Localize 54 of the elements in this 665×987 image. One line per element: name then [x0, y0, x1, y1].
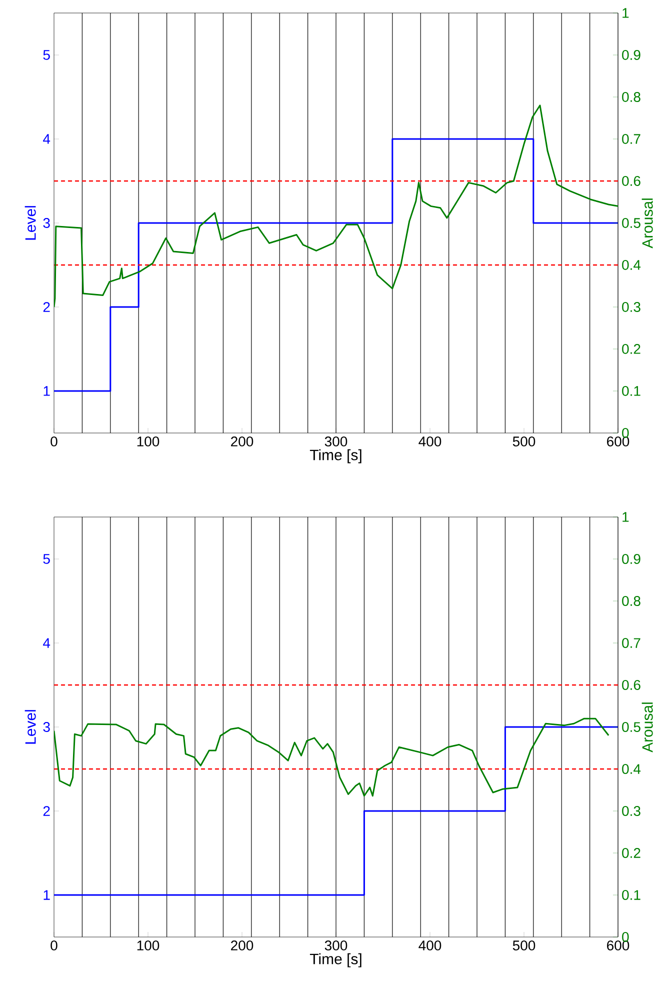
x-tick-label: 600	[607, 436, 630, 446]
y2-tick-label: 0.7	[622, 638, 640, 648]
x-tick-label: 100	[137, 436, 160, 446]
y-axis-title: Level	[24, 206, 36, 240]
y2-tick-label: 0.6	[622, 176, 640, 186]
y2-tick-label: 0.5	[622, 218, 640, 228]
y-tick-label: 4	[43, 134, 50, 144]
x-tick-label: 500	[512, 436, 536, 446]
y2-tick-label: 0.1	[622, 890, 640, 900]
y-tick-label: 2	[43, 302, 50, 312]
y2-tick-label: 0.3	[622, 806, 640, 816]
y-tick-label: 5	[43, 50, 50, 60]
y2-tick-label: 0.1	[622, 386, 640, 396]
y-tick-label: 1	[44, 386, 50, 396]
x-tick-label: 200	[231, 940, 254, 950]
y-tick-label: 1	[44, 890, 50, 900]
y-tick-label: 5	[43, 554, 50, 564]
y-tick-label: 2	[43, 806, 50, 816]
x-tick-label: 500	[512, 940, 536, 950]
x-axis-title: Time [s]	[310, 953, 362, 968]
y-tick-label: 3	[43, 722, 50, 732]
y-tick-label: 3	[43, 218, 50, 228]
y2-axis-title: Arousal	[642, 702, 653, 752]
x-tick-label: 100	[137, 940, 160, 950]
y-axis-title: Level	[24, 710, 36, 744]
y2-tick-label: 0.9	[622, 50, 640, 60]
line-series	[54, 718, 610, 797]
x-tick-label: 600	[607, 940, 630, 950]
y2-tick-label: 0	[622, 932, 629, 942]
y2-tick-label: 1	[622, 8, 629, 18]
y2-tick-label: 0.6	[622, 680, 640, 690]
x-tick-label: 0	[50, 436, 58, 446]
y2-tick-label: 0.2	[622, 344, 640, 354]
x-tick-label: 300	[324, 940, 348, 950]
x-axis-title: Time [s]	[310, 449, 362, 464]
y2-tick-label: 0.3	[622, 302, 640, 312]
y2-tick-label: 0.8	[622, 92, 640, 102]
x-tick-label: 400	[418, 940, 442, 950]
y2-tick-label: 0.4	[622, 764, 641, 774]
y2-tick-label: 0.8	[622, 596, 640, 606]
x-tick-label: 400	[418, 436, 442, 446]
y2-tick-label: 0.7	[622, 134, 640, 144]
y2-tick-label: 1	[622, 512, 629, 522]
x-tick-label: 300	[324, 436, 348, 446]
line-series	[54, 104, 618, 308]
y2-tick-label: 0	[622, 428, 629, 438]
y2-tick-label: 0.4	[622, 260, 641, 270]
y2-tick-label: 0.9	[622, 554, 640, 564]
y-tick-label: 4	[43, 638, 50, 648]
x-tick-label: 0	[50, 940, 58, 950]
x-tick-label: 200	[231, 436, 254, 446]
y2-tick-label: 0.2	[622, 848, 640, 858]
y2-tick-label: 0.5	[622, 722, 640, 732]
y2-axis-title: Arousal	[642, 198, 653, 248]
